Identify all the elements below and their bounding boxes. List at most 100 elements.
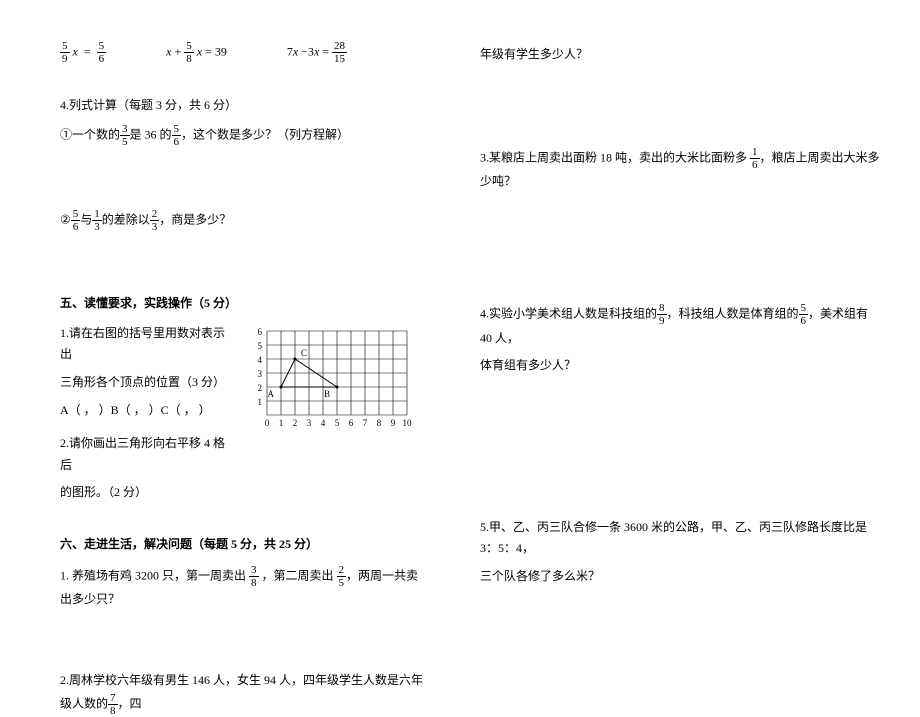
equation-3: 7x −3x = 2815 <box>287 40 347 65</box>
text: 是 36 的 <box>130 127 172 141</box>
frac: 13 <box>92 208 102 233</box>
svg-text:4: 4 <box>321 418 326 428</box>
eq: = <box>84 44 91 58</box>
eq: = <box>205 44 212 58</box>
frac: 2815 <box>332 40 347 65</box>
num: 3 <box>249 564 259 577</box>
frac: 38 <box>249 564 259 589</box>
frac: 56 <box>799 302 809 327</box>
rhs: 39 <box>215 44 227 58</box>
num: 1 <box>92 208 102 221</box>
den: 5 <box>337 577 347 589</box>
num: 3 <box>120 123 130 136</box>
text: 与 <box>80 212 92 226</box>
svg-text:2: 2 <box>293 418 298 428</box>
var: x <box>73 44 78 58</box>
den: 6 <box>71 221 81 233</box>
svg-text:6: 6 <box>349 418 354 428</box>
frac: 56 <box>97 40 107 65</box>
frac: 35 <box>120 123 130 148</box>
den: 15 <box>332 53 347 65</box>
text: ② <box>60 212 71 226</box>
coordinate-grid: 123456012345678910ABC <box>251 323 415 439</box>
den: 8 <box>249 577 259 589</box>
var: x <box>197 44 202 58</box>
frac: 56 <box>172 123 182 148</box>
den: 8 <box>184 53 194 65</box>
text: ，商是多少？ <box>159 212 231 226</box>
text: 3.某粮店上周卖出面粉 18 吨，卖出的大米比面粉多 <box>480 150 750 164</box>
frac: 89 <box>657 302 667 327</box>
svg-text:5: 5 <box>335 418 340 428</box>
svg-text:9: 9 <box>391 418 396 428</box>
text: ，第二周卖出 <box>259 568 337 582</box>
text: ，四 <box>118 696 142 710</box>
text: 的图形。（2 分） <box>60 482 235 504</box>
q6-4: 4.实验小学美术组人数是科技组的89，科技组人数是体育组的56，美术组有 40 … <box>480 302 880 376</box>
frac: 56 <box>71 208 81 233</box>
den: 3 <box>92 221 102 233</box>
den: 6 <box>750 159 760 171</box>
q6-5-line1: 5.甲、乙、丙三队合修一条 3600 米的公路，甲、乙、丙三队修路长度比是 3：… <box>480 517 880 560</box>
q6-4-line2: 体育组有多少人？ <box>480 355 880 377</box>
svg-text:1: 1 <box>279 418 284 428</box>
q6-2: 2.周林学校六年级有男生 146 人，女生 94 人，四年级学生人数是六年级人数… <box>60 670 430 717</box>
r-cont: 年级有学生多少人？ <box>480 44 880 66</box>
den: 9 <box>60 53 70 65</box>
text: ，科技组人数是体育组的 <box>667 307 799 321</box>
op: + <box>174 44 181 58</box>
equation-1: 59 x = 56 <box>60 40 106 65</box>
q6-5: 5.甲、乙、丙三队合修一条 3600 米的公路，甲、乙、丙三队修路长度比是 3：… <box>480 517 880 588</box>
q6-5-line2: 三个队各修了多么米？ <box>480 566 880 588</box>
num: 5 <box>184 40 194 53</box>
frac: 16 <box>750 146 760 171</box>
op: −3 <box>301 44 314 58</box>
den: 9 <box>657 315 667 327</box>
num: 28 <box>332 40 347 53</box>
section-5-title: 五、读懂要求，实践操作（5 分） <box>60 293 430 315</box>
frac: 25 <box>337 564 347 589</box>
svg-text:1: 1 <box>258 397 263 407</box>
num: 5 <box>799 302 809 315</box>
svg-text:0: 0 <box>265 418 270 428</box>
left-column: 59 x = 56 x + 58 x = 39 7x −3x = 2815 <box>0 0 450 637</box>
num: 5 <box>60 40 70 53</box>
svg-text:B: B <box>324 389 330 399</box>
num: 5 <box>97 40 107 53</box>
num: 7 <box>108 692 118 705</box>
num: 2 <box>337 564 347 577</box>
section-5-text: 1.请在右图的括号里用数对表示出 三角形各个顶点的位置（3 分） A（ ， ）B… <box>60 323 235 510</box>
section-5-body: 1.请在右图的括号里用数对表示出 三角形各个顶点的位置（3 分） A（ ， ）B… <box>60 323 430 510</box>
section-6-title: 六、走进生活，解决问题（每题 5 分，共 25 分） <box>60 534 430 556</box>
svg-text:C: C <box>301 348 307 358</box>
svg-text:10: 10 <box>403 418 413 428</box>
num: 8 <box>657 302 667 315</box>
q6-4-line1: 4.实验小学美术组人数是科技组的89，科技组人数是体育组的56，美术组有 40 … <box>480 302 880 349</box>
den: 8 <box>108 705 118 717</box>
svg-text:3: 3 <box>307 418 312 428</box>
svg-text:7: 7 <box>363 418 368 428</box>
grid-svg: 123456012345678910ABC <box>251 323 415 431</box>
den: 6 <box>172 136 182 148</box>
right-column: 年级有学生多少人？ 3.某粮店上周卖出面粉 18 吨，卖出的大米比面粉多 16，… <box>450 0 920 637</box>
var: x <box>293 44 298 58</box>
frac: 59 <box>60 40 70 65</box>
svg-text:3: 3 <box>258 369 263 379</box>
num: 5 <box>71 208 81 221</box>
equations-row: 59 x = 56 x + 58 x = 39 7x −3x = 2815 <box>60 40 430 65</box>
text: 1. 养殖场有鸡 3200 只，第一周卖出 <box>60 568 249 582</box>
svg-text:A: A <box>268 389 275 399</box>
text: 三角形各个顶点的位置（3 分） <box>60 372 235 394</box>
q6-3: 3.某粮店上周卖出面粉 18 吨，卖出的大米比面粉多 16，粮店上周卖出大米多少… <box>480 146 880 193</box>
num: 5 <box>172 123 182 136</box>
text: ，这个数是多少？（列方程解） <box>181 127 349 141</box>
frac: 23 <box>150 208 160 233</box>
frac: 58 <box>184 40 194 65</box>
svg-text:4: 4 <box>258 355 263 365</box>
q4-2: ②56与13的差除以23，商是多少？ <box>60 208 430 233</box>
svg-text:6: 6 <box>258 327 263 337</box>
den: 5 <box>120 136 130 148</box>
svg-text:5: 5 <box>258 341 263 351</box>
equation-2: x + 58 x = 39 <box>166 40 227 65</box>
den: 6 <box>97 53 107 65</box>
